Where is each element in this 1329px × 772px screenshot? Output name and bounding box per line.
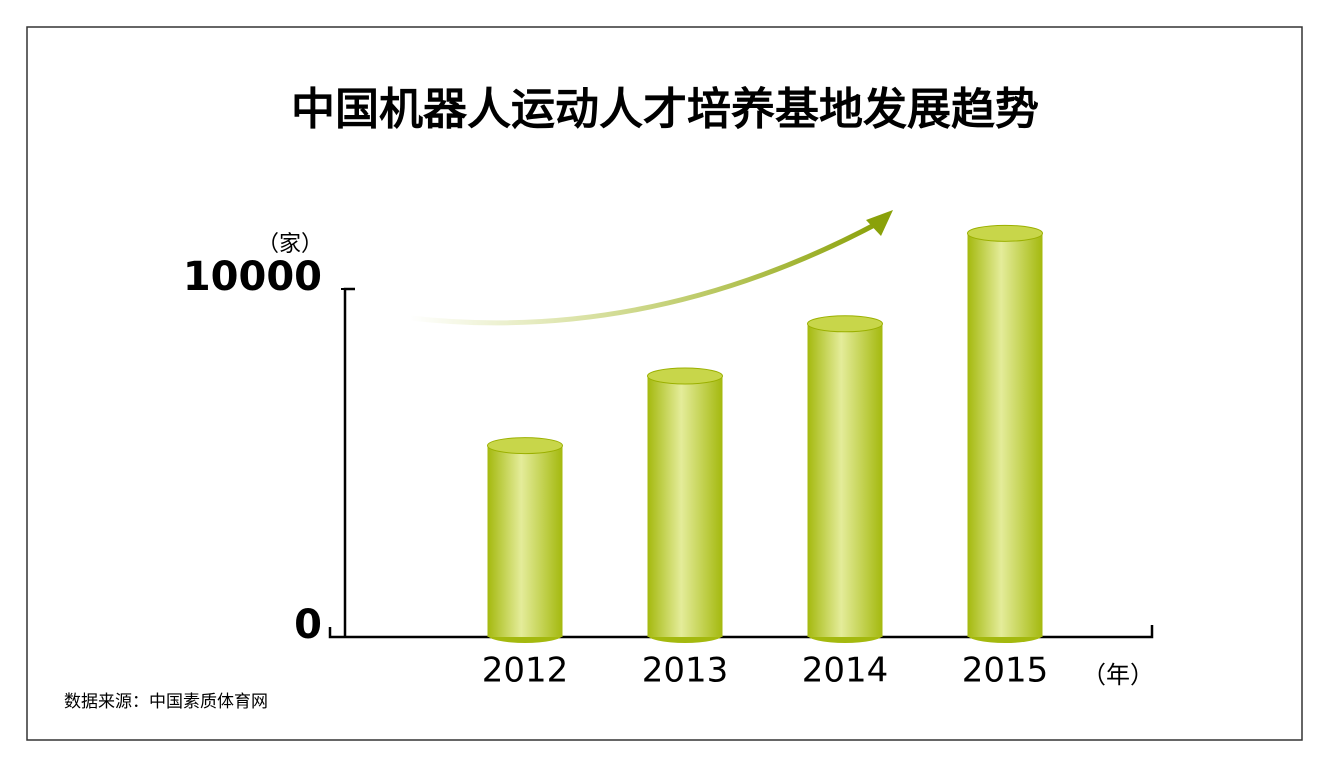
bar-top [647, 367, 723, 385]
x-axis-label: （年） [1082, 661, 1154, 689]
x-axis [328, 625, 1154, 639]
y-axis [343, 287, 355, 637]
frame [26, 26, 1303, 741]
bar [807, 323, 883, 637]
bar [487, 445, 563, 637]
bar [647, 376, 723, 637]
x-tick-label: 2013 [642, 651, 729, 691]
bar-top [807, 315, 883, 333]
source: 数据来源：中国素质体育网 [64, 692, 268, 712]
arrow-head [866, 210, 893, 236]
chart-title: 中国机器人运动人才培养基地发展趋势 [291, 84, 1039, 135]
y-tick-label: 10000 [183, 254, 322, 300]
x-tick-label: 2014 [802, 651, 889, 691]
trend-arrow [409, 219, 882, 326]
x-tick-label: 2015 [962, 651, 1049, 691]
y-axis-label: （家） [257, 232, 323, 257]
x-tick-label: 2012 [482, 651, 569, 691]
y-tick-label: 0 [294, 602, 322, 648]
bar [967, 233, 1043, 637]
bar-top [967, 224, 1043, 242]
bar-top [487, 437, 563, 455]
